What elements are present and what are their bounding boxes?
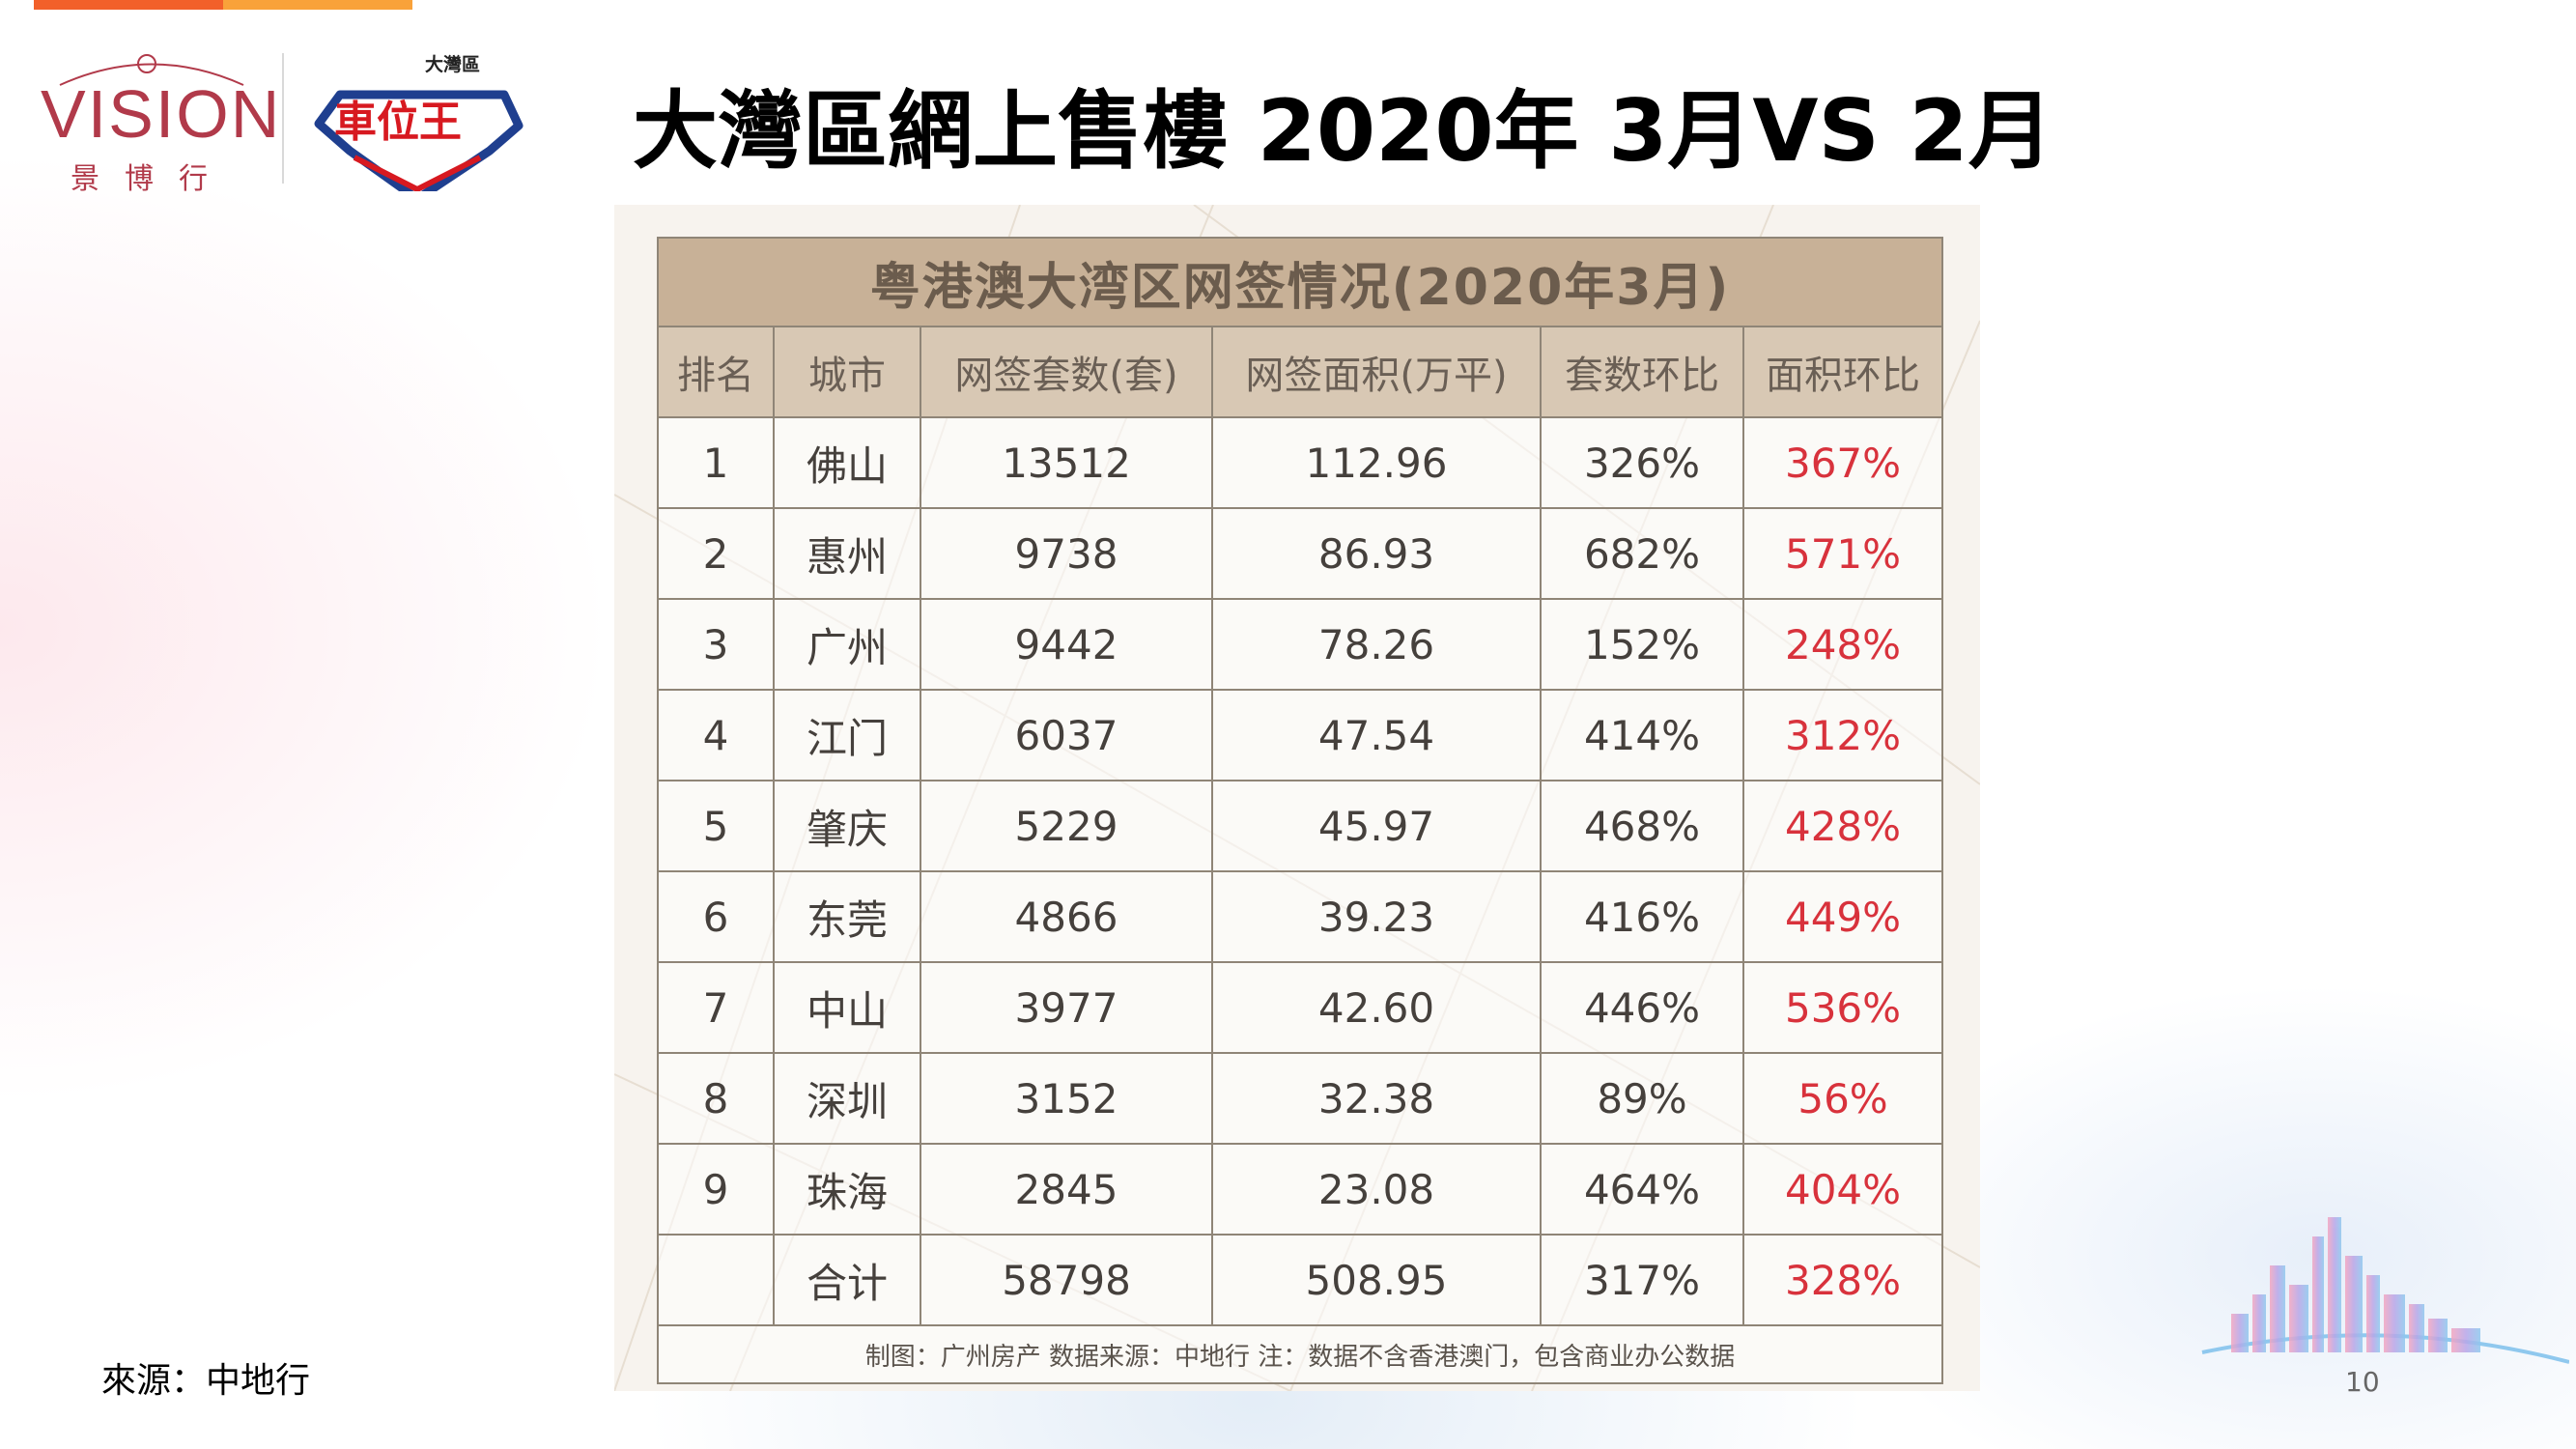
table-caption: 粤港澳大湾区网签情况(2020年3月) — [656, 237, 1944, 327]
table-row: 5 肇庆 5229 45.97 468% 428% — [657, 780, 1944, 872]
table-total-row: 合计 58798 508.95 317% 328% — [657, 1234, 1944, 1326]
cwk-logo-small: 大灣區 — [425, 54, 481, 75]
table-cell: 39.23 — [1211, 870, 1542, 963]
table-cell: 326% — [1540, 416, 1744, 509]
table-cell: 肇庆 — [773, 780, 921, 872]
table-cell: 152% — [1540, 598, 1744, 691]
table-cell: 23.08 — [1211, 1143, 1542, 1236]
table-cell: 惠州 — [773, 507, 921, 600]
table-cell: 86.93 — [1211, 507, 1542, 600]
table-cell: 464% — [1540, 1143, 1744, 1236]
table-cell: 42.60 — [1211, 961, 1542, 1054]
table-cell: 5229 — [920, 780, 1213, 872]
table-cell: 4 — [657, 689, 775, 781]
table-cell: 9442 — [920, 598, 1213, 691]
table-cell: 2845 — [920, 1143, 1213, 1236]
header-city: 城市 — [773, 326, 921, 418]
table-cell: 317% — [1540, 1234, 1744, 1326]
table-cell: 58798 — [920, 1234, 1213, 1326]
table-cell: 珠海 — [773, 1143, 921, 1236]
table-cell: 32.38 — [1211, 1052, 1542, 1145]
table-cell: 13512 — [920, 416, 1213, 509]
table-cell: 1 — [657, 416, 775, 509]
table-cell: 6037 — [920, 689, 1213, 781]
vision-logo-sub: 景博行 — [71, 162, 233, 196]
table-header-row: 排名 城市 网签套数(套) 网签面积(万平) 套数环比 面积环比 — [657, 326, 1944, 418]
table-body: 1 佛山 13512 112.96 326% 367% 2 惠州 9738 86.93 682% 57… — [657, 416, 1944, 1236]
table-cell: 89% — [1540, 1052, 1744, 1145]
table-row: 4 江门 6037 47.54 414% 312% — [657, 689, 1944, 781]
header-area-mom: 面积环比 — [1741, 326, 1944, 418]
vision-logo-word: VISION — [41, 76, 282, 152]
table-cell: 7 — [657, 961, 775, 1054]
table-image: 粤港澳大湾区网签情况(2020年3月) 排名 城市 网签套数(套) 网签面积(万… — [614, 205, 1980, 1391]
table-cell: 56% — [1741, 1052, 1944, 1145]
table-cell: 45.97 — [1211, 780, 1542, 872]
source-note: 來源：中地行 — [101, 1361, 311, 1401]
table-row: 3 广州 9442 78.26 152% 248% — [657, 598, 1944, 691]
table-cell: 9738 — [920, 507, 1213, 600]
table-cell: 312% — [1741, 689, 1944, 781]
table-cell: 5 — [657, 780, 775, 872]
page-title: 大灣區網上售樓 2020年 3月VS 2月 — [633, 81, 2053, 181]
cwk-logo-main: 車位王 — [334, 98, 462, 147]
city-skyline-icon — [2201, 1217, 2569, 1364]
vision-logo-arc-icon — [59, 54, 244, 86]
table-cell: 东莞 — [773, 870, 921, 963]
table-cell: 广州 — [773, 598, 921, 691]
table-cell: 428% — [1741, 780, 1944, 872]
table-row: 6 东莞 4866 39.23 416% 449% — [657, 870, 1944, 963]
header-rank: 排名 — [657, 326, 775, 418]
table-cell: 8 — [657, 1052, 775, 1145]
table-cell: 2 — [657, 507, 775, 600]
table-cell: 404% — [1741, 1143, 1944, 1236]
table-cell: 248% — [1741, 598, 1944, 691]
table-cell: 3977 — [920, 961, 1213, 1054]
table-cell: 508.95 — [1211, 1234, 1542, 1326]
header-units: 网签套数(套) — [920, 326, 1213, 418]
table-row: 7 中山 3977 42.60 446% 536% — [657, 961, 1944, 1054]
table-cell: 367% — [1741, 416, 1944, 509]
cwk-logo: 大灣區 車位王 — [311, 46, 524, 191]
table-cell: 深圳 — [773, 1052, 921, 1145]
table-cell: 中山 — [773, 961, 921, 1054]
table-cell: 682% — [1540, 507, 1744, 600]
table-row: 9 珠海 2845 23.08 464% 404% — [657, 1143, 1944, 1236]
table-row: 8 深圳 3152 32.38 89% 56% — [657, 1052, 1944, 1145]
table-cell: 3 — [657, 598, 775, 691]
table-cell: 3152 — [920, 1052, 1213, 1145]
cwk-logo-shape-icon — [314, 90, 524, 191]
header-units-mom: 套数环比 — [1540, 326, 1744, 418]
table-note-row: 制图：广州房产 数据来源：中地行 注：数据不含香港澳门，包含商业办公数据 — [656, 1324, 1944, 1384]
table-row: 1 佛山 13512 112.96 326% 367% — [657, 416, 1944, 509]
table-cell: 446% — [1540, 961, 1744, 1054]
table-cell — [657, 1234, 775, 1326]
vision-logo: VISION 景博行 — [41, 48, 282, 196]
table-cell: 江门 — [773, 689, 921, 781]
table-cell: 416% — [1540, 870, 1744, 963]
table-cell: 9 — [657, 1143, 775, 1236]
table-cell: 571% — [1741, 507, 1944, 600]
table-cell: 468% — [1540, 780, 1744, 872]
table-cell: 47.54 — [1211, 689, 1542, 781]
table-cell: 414% — [1540, 689, 1744, 781]
top-accent-bar — [34, 0, 412, 10]
table-row: 2 惠州 9738 86.93 682% 571% — [657, 507, 1944, 600]
table-cell: 112.96 — [1211, 416, 1542, 509]
header-area: 网签面积(万平) — [1211, 326, 1542, 418]
table-caption-row: 粤港澳大湾区网签情况(2020年3月) — [656, 237, 1944, 327]
table-cell: 合计 — [773, 1234, 921, 1326]
table-note: 制图：广州房产 数据来源：中地行 注：数据不含香港澳门，包含商业办公数据 — [656, 1324, 1944, 1384]
table-cell: 328% — [1741, 1234, 1944, 1326]
table-cell: 佛山 — [773, 416, 921, 509]
logo-divider — [282, 53, 284, 184]
table-cell: 536% — [1741, 961, 1944, 1054]
sales-table: 粤港澳大湾区网签情况(2020年3月) 排名 城市 网签套数(套) 网签面积(万… — [656, 237, 1944, 1384]
table-cell: 449% — [1741, 870, 1944, 963]
table-cell: 78.26 — [1211, 598, 1542, 691]
table-cell: 6 — [657, 870, 775, 963]
page-number: 10 — [2345, 1366, 2380, 1398]
table-cell: 4866 — [920, 870, 1213, 963]
